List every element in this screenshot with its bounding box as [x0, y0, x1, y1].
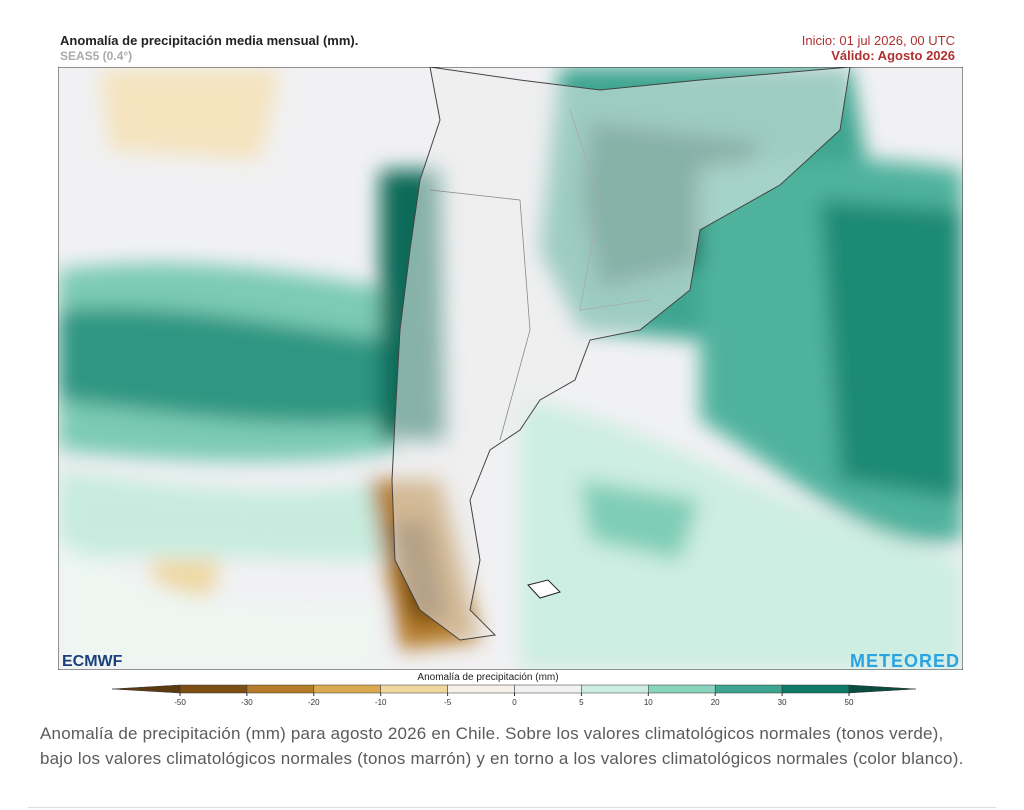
colorbar-tick-label: 50	[845, 698, 854, 707]
init-date: Inicio: 01 jul 2026, 00 UTC	[802, 33, 955, 48]
map-subtitle: SEAS5 (0.4°)	[60, 49, 132, 63]
map	[58, 67, 963, 670]
colorbar-segment	[581, 684, 649, 694]
colorbar-extension	[848, 684, 917, 694]
colorbar-segment	[714, 684, 783, 694]
map-title: Anomalía de precipitación media mensual …	[60, 33, 358, 48]
ecmwf-logo: ECMWF	[62, 653, 123, 670]
caption: Anomalía de precipitación (mm) para agos…	[40, 724, 964, 768]
colorbar-segment	[380, 684, 448, 694]
colorbar-tick-label: -5	[444, 698, 452, 707]
colorbar-segment	[514, 684, 582, 694]
colorbar-segment	[313, 684, 381, 694]
colorbar-tick-label: -10	[375, 698, 387, 707]
colorbar-tick-label: 5	[579, 698, 584, 707]
colorbar-tick-label: -20	[308, 698, 320, 707]
colorbar-extension	[111, 684, 181, 694]
colorbar-label: Anomalía de precipitación (mm)	[417, 672, 558, 683]
colorbar-segment	[447, 684, 515, 694]
figure: Anomalía de precipitación media mensual …	[58, 33, 963, 707]
colorbar-segment	[246, 684, 315, 694]
colorbar-tick-label: 0	[512, 698, 517, 707]
colorbar-tick-label: -50	[174, 698, 186, 707]
colorbar-tick-label: 20	[711, 698, 720, 707]
divider	[28, 807, 996, 808]
meteored-logo: METEORED	[850, 651, 960, 671]
colorbar: -50 -30 -20 -10 -5 0 5 10 20 30 50	[111, 684, 917, 707]
valid-date: Válido: Agosto 2026	[831, 48, 955, 63]
colorbar-tick-label: 10	[644, 698, 653, 707]
colorbar-segment	[179, 684, 248, 694]
colorbar-segment	[781, 684, 850, 694]
colorbar-tick-label: 30	[778, 698, 787, 707]
colorbar-segment	[648, 684, 716, 694]
colorbar-tick-label: -30	[241, 698, 253, 707]
